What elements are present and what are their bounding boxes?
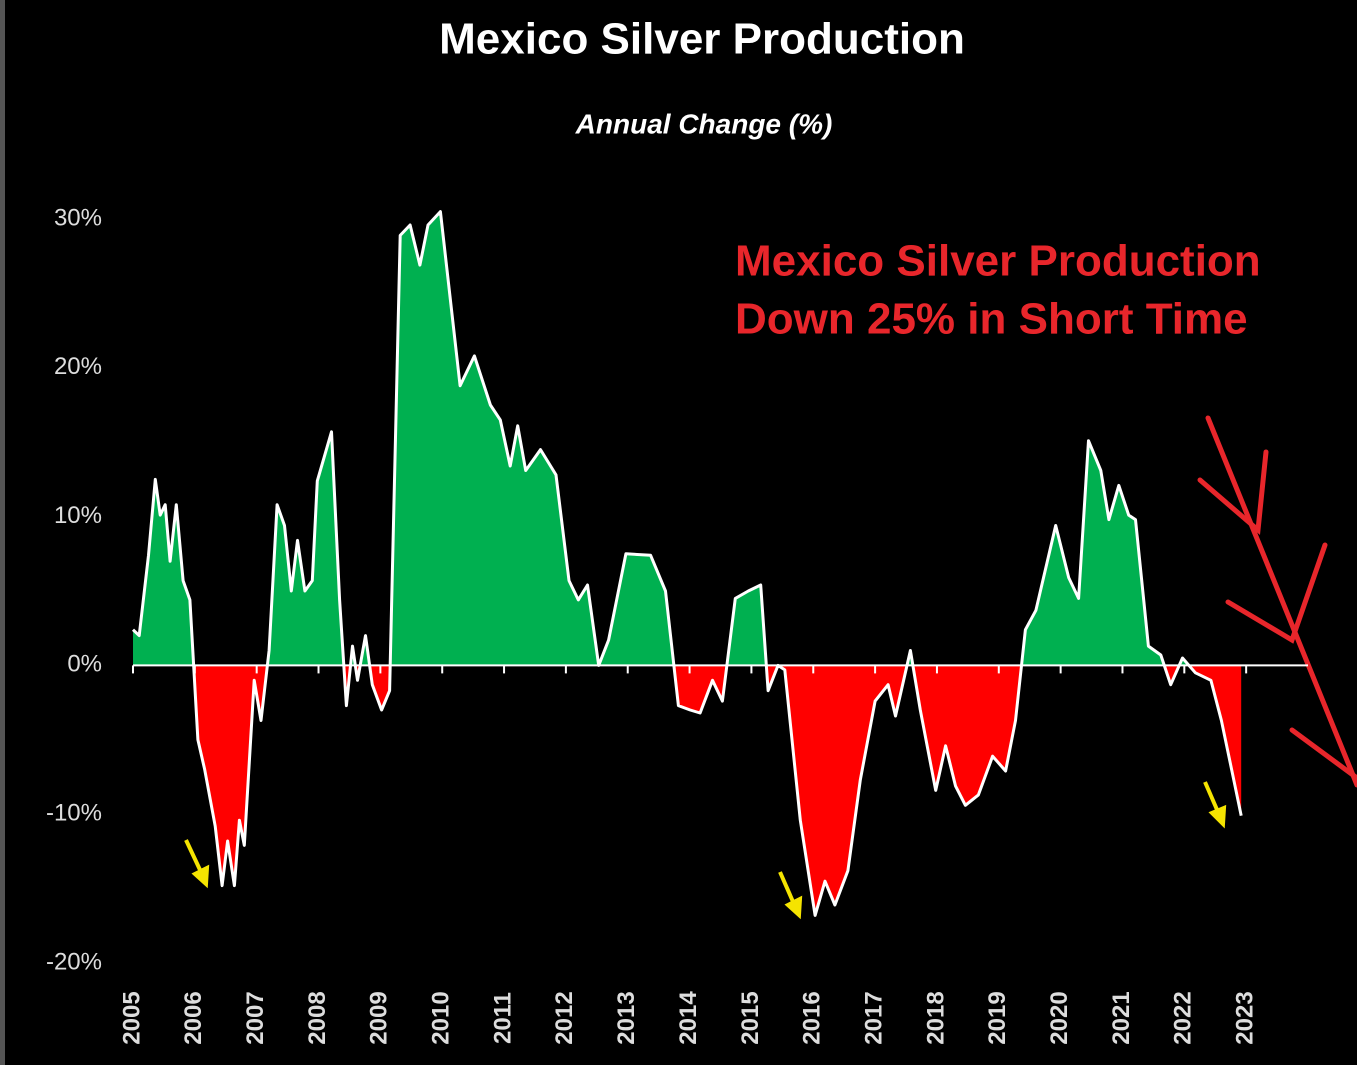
frame-edge [0, 0, 5, 1065]
chart-subtitle: Annual Change (%) [575, 108, 833, 139]
y-tick-label: -10% [46, 800, 102, 827]
x-tick-label: 2018 [922, 991, 949, 1044]
chart-title: Mexico Silver Production [439, 15, 965, 64]
x-tick-label: 2008 [304, 991, 331, 1044]
y-tick-label: 0% [67, 651, 102, 678]
x-tick-label: 2010 [428, 991, 455, 1044]
x-tick-label: 2013 [613, 991, 640, 1044]
x-tick-label: 2012 [551, 991, 578, 1044]
line [131, 210, 1243, 917]
x-tick-label: 2022 [1170, 991, 1197, 1044]
x-tick-label: 2019 [984, 991, 1011, 1044]
x-tick-label: 2015 [737, 991, 764, 1044]
yellow-arrow [184, 781, 1227, 920]
y-tick-label: -20% [46, 948, 102, 975]
positive-area [133, 211, 1242, 666]
x-tick-label: 2005 [118, 991, 145, 1044]
y-tick-label: 10% [54, 502, 102, 529]
x-tick-label: 2021 [1108, 991, 1135, 1044]
negative-area [193, 665, 1242, 916]
x-tick-label: 2020 [1046, 991, 1073, 1044]
x-tick-label: 2016 [799, 991, 826, 1044]
annotation: Down 25% in Short Time [735, 295, 1248, 344]
x-tick-label: 2014 [675, 991, 702, 1045]
x-tick-label: 2006 [180, 991, 207, 1044]
x-tick-label: 2007 [242, 991, 269, 1044]
y-tick-label: 20% [54, 353, 102, 380]
x-tick-label: 2023 [1232, 991, 1259, 1044]
annotation: Mexico Silver Production [735, 237, 1261, 286]
x-tick-label: 2011 [489, 992, 516, 1044]
x-tick-label: 2009 [366, 991, 393, 1044]
x-tick-label: 2017 [860, 991, 887, 1044]
hand-drawn-arrow [1197, 415, 1357, 788]
y-tick-label: 30% [54, 204, 102, 231]
